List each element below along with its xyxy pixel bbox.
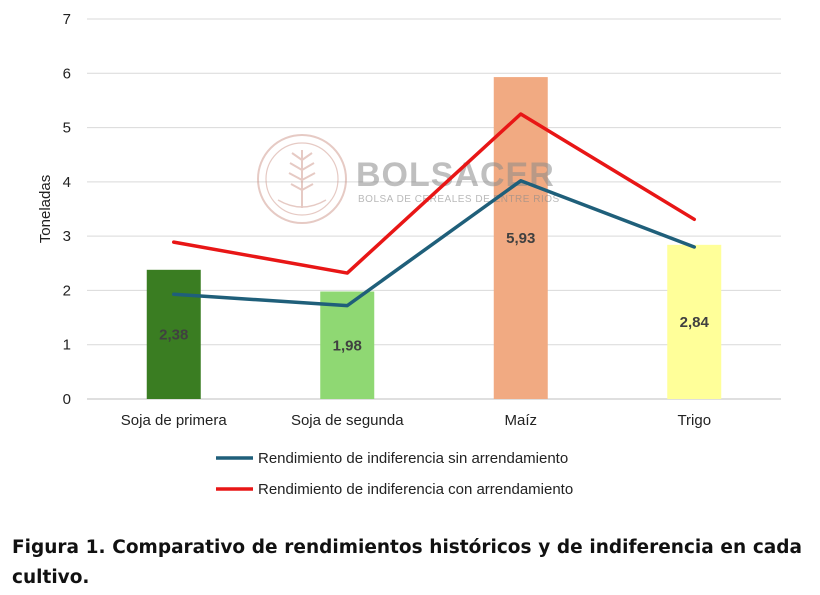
- bar-data-labels: 2,38 1,98 5,93 2,84: [159, 230, 709, 354]
- bar-value-label-4: 2,84: [680, 314, 710, 331]
- series-line-2: [172, 112, 696, 275]
- x-category-label-2: Soja de segunda: [291, 412, 404, 429]
- y-tick-label-2: 2: [63, 282, 71, 299]
- y-tick-label-7: 7: [63, 11, 71, 28]
- y-tick-label-0: 0: [63, 391, 71, 408]
- bar-2: [320, 291, 375, 399]
- legend-label-1: Rendimiento de indiferencia sin arrendam…: [258, 450, 568, 467]
- bars: [146, 77, 722, 399]
- y-tick-labels: 0 1 2 3 4 5 6 7: [63, 11, 71, 408]
- y-axis-label: Toneladas: [37, 175, 54, 243]
- y-tick-label-6: 6: [63, 65, 71, 82]
- series-line-1: [172, 179, 696, 308]
- bar-4: [667, 244, 722, 399]
- bar-value-label-2: 1,98: [333, 337, 362, 354]
- x-category-label-1: Soja de primera: [121, 412, 228, 429]
- y-tick-label-1: 1: [63, 337, 71, 354]
- legend: Rendimiento de indiferencia sin arrendam…: [216, 450, 573, 498]
- figure-caption: Figura 1. Comparativo de rendimientos hi…: [12, 537, 802, 588]
- legend-label-2: Rendimiento de indiferencia con arrendam…: [258, 481, 573, 498]
- watermark-subtitle: BOLSA DE CEREALES DE ENTRE RIOS: [358, 194, 560, 205]
- x-category-label-4: Trigo: [677, 412, 711, 429]
- bar-value-label-3: 5,93: [506, 230, 535, 247]
- grid-lines: [87, 18, 781, 400]
- x-category-labels: Soja de primera Soja de segunda Maíz Trigo: [121, 412, 711, 429]
- line-series: [172, 112, 696, 308]
- y-tick-label-5: 5: [63, 120, 71, 137]
- bolsacer-logo-icon: [257, 134, 347, 224]
- bar-value-label-1: 2,38: [159, 326, 188, 343]
- y-tick-label-3: 3: [63, 228, 71, 245]
- x-category-label-3: Maíz: [504, 412, 537, 429]
- y-tick-label-4: 4: [63, 174, 71, 191]
- bar-1: [146, 269, 201, 399]
